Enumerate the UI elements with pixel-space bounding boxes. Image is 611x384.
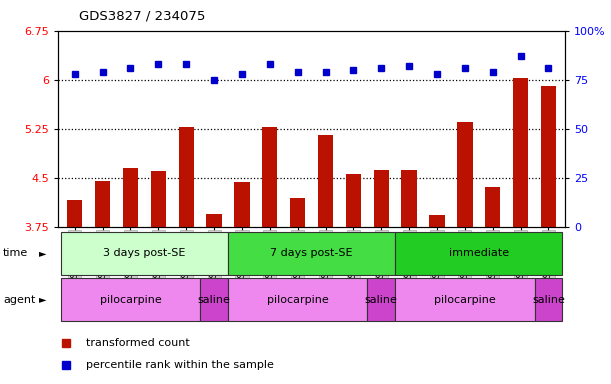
Text: GDS3827 / 234075: GDS3827 / 234075 — [79, 10, 206, 23]
Bar — [346, 174, 361, 227]
Bar — [318, 135, 333, 227]
Bar — [290, 199, 306, 227]
Bar — [200, 278, 228, 321]
Text: 3 days post-SE: 3 days post-SE — [103, 248, 186, 258]
Bar — [234, 182, 250, 227]
Text: pilocarpine: pilocarpine — [434, 295, 496, 305]
Bar — [151, 171, 166, 227]
Bar — [401, 170, 417, 227]
Text: agent: agent — [3, 295, 35, 305]
Bar — [541, 86, 556, 227]
Text: ►: ► — [38, 248, 46, 258]
Bar — [535, 278, 562, 321]
Text: transformed count: transformed count — [86, 338, 189, 348]
Text: pilocarpine: pilocarpine — [100, 295, 161, 305]
Bar — [262, 127, 277, 227]
Bar — [430, 215, 445, 227]
Bar — [457, 122, 472, 227]
Text: saline: saline — [365, 295, 398, 305]
Bar — [67, 200, 82, 227]
Bar — [373, 170, 389, 227]
Bar — [228, 278, 367, 321]
Text: time: time — [3, 248, 28, 258]
Bar — [367, 278, 395, 321]
Text: immediate: immediate — [448, 248, 509, 258]
Bar — [228, 232, 395, 275]
Text: 7 days post-SE: 7 days post-SE — [270, 248, 353, 258]
Bar — [485, 187, 500, 227]
Bar — [207, 214, 222, 227]
Text: saline: saline — [197, 295, 230, 305]
Text: percentile rank within the sample: percentile rank within the sample — [86, 360, 274, 370]
Text: pilocarpine: pilocarpine — [267, 295, 329, 305]
Bar — [395, 232, 562, 275]
Bar — [61, 278, 200, 321]
Text: saline: saline — [532, 295, 565, 305]
Bar — [61, 232, 228, 275]
Bar — [123, 168, 138, 227]
Bar — [178, 127, 194, 227]
Text: ►: ► — [38, 295, 46, 305]
Bar — [395, 278, 535, 321]
Bar — [513, 78, 529, 227]
Bar — [95, 181, 111, 227]
